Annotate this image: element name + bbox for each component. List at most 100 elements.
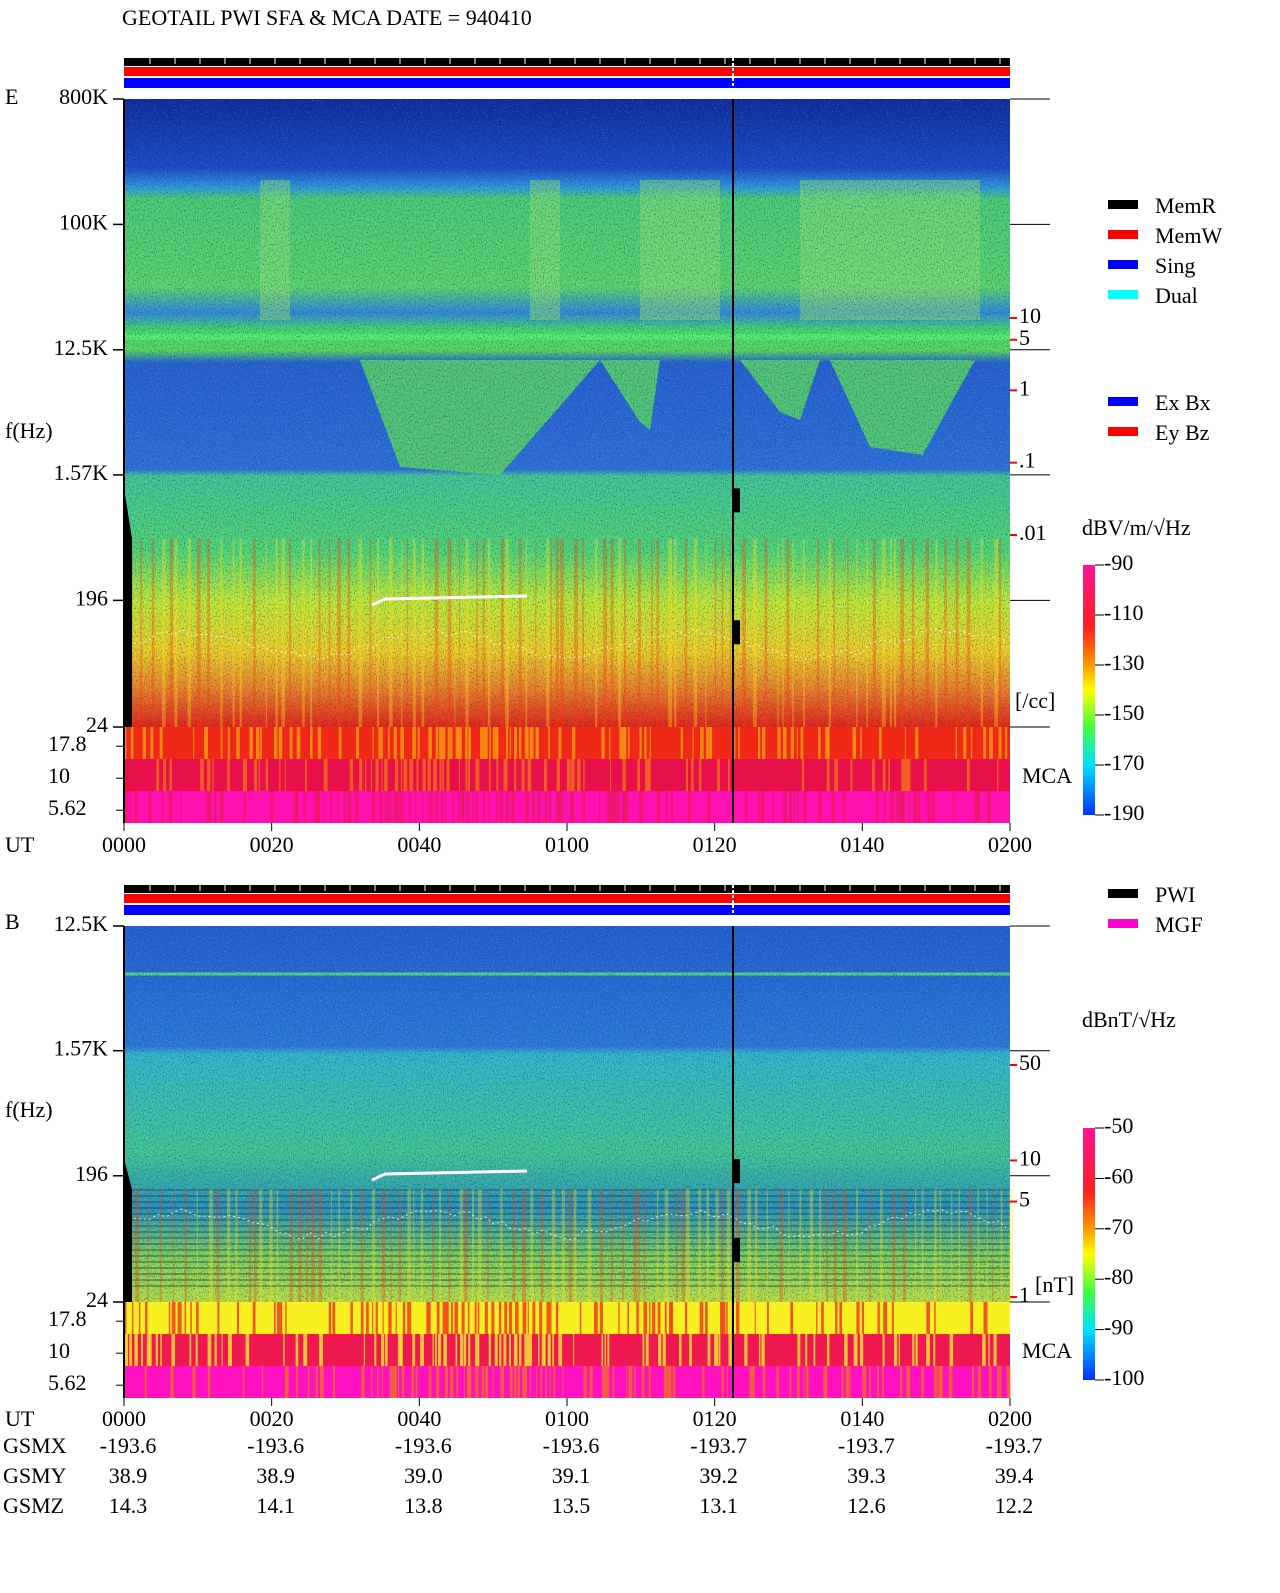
mca-stripe bbox=[426, 1302, 430, 1334]
density-tick-label: 10 bbox=[1019, 303, 1041, 328]
streak bbox=[991, 1189, 994, 1302]
streak bbox=[624, 538, 626, 727]
streak bbox=[338, 1189, 341, 1302]
mca-stripe bbox=[236, 727, 240, 759]
mca-stripe bbox=[906, 1366, 911, 1398]
mca-stripe bbox=[548, 727, 550, 759]
mca-stripe bbox=[546, 1302, 551, 1334]
mca-stripe bbox=[254, 759, 258, 791]
colorbar-tick-label: -110 bbox=[1104, 600, 1144, 625]
mca-stripe bbox=[228, 1334, 232, 1366]
streak bbox=[159, 1189, 162, 1302]
mca-stripe bbox=[403, 759, 408, 791]
mca-stripe bbox=[687, 791, 692, 823]
mca-stripe bbox=[249, 727, 253, 759]
mca-stripe bbox=[320, 1366, 324, 1398]
mca-stripe bbox=[456, 1366, 459, 1398]
mca-stripe bbox=[221, 1334, 223, 1366]
mca-stripe bbox=[207, 1366, 211, 1398]
streak bbox=[977, 1189, 980, 1302]
x-tick-label: 0020 bbox=[250, 1406, 294, 1431]
mca-stripe bbox=[449, 727, 453, 759]
streak bbox=[275, 538, 278, 727]
mca-stripe bbox=[371, 1366, 373, 1398]
legend-swatch bbox=[1108, 230, 1138, 239]
mca-stripe bbox=[859, 1334, 864, 1366]
mca-stripe bbox=[388, 1302, 392, 1334]
mca-stripe bbox=[842, 791, 846, 823]
mca-stripe bbox=[766, 1302, 769, 1334]
mca-stripe bbox=[558, 727, 562, 759]
streak bbox=[610, 1189, 613, 1302]
mca-stripe bbox=[412, 727, 416, 759]
streak bbox=[568, 1189, 572, 1302]
mca-stripe bbox=[468, 1334, 471, 1366]
mca-stripe bbox=[983, 1302, 988, 1334]
mca-stripe bbox=[641, 1366, 645, 1398]
mca-stripe bbox=[624, 791, 629, 823]
mca-stripe bbox=[422, 759, 426, 791]
mca-stripe bbox=[389, 1366, 394, 1398]
mca-stripe bbox=[524, 727, 529, 759]
mca-stripe bbox=[881, 1366, 884, 1398]
streak bbox=[777, 538, 779, 727]
mca-stripe bbox=[736, 1302, 740, 1334]
mca-stripe bbox=[721, 1366, 724, 1398]
mca-stripe bbox=[966, 759, 970, 791]
mca-stripe bbox=[475, 1334, 479, 1366]
mca-stripe bbox=[515, 1302, 519, 1334]
mca-stripe bbox=[524, 791, 529, 823]
mca-stripe bbox=[435, 791, 439, 823]
mca-stripe bbox=[265, 759, 269, 791]
mca-stripe bbox=[605, 1366, 610, 1398]
streak bbox=[958, 1189, 961, 1302]
mca-stripe bbox=[845, 1366, 849, 1398]
mca-stripe bbox=[463, 1366, 465, 1398]
mca-stripe bbox=[983, 727, 987, 759]
mca-stripe bbox=[243, 791, 246, 823]
mca-stripe bbox=[846, 1334, 848, 1366]
mca-stripe bbox=[714, 1334, 718, 1366]
density-tick-label: 50 bbox=[1019, 1050, 1041, 1075]
mca-stripe bbox=[375, 759, 379, 791]
mca-stripe bbox=[129, 1334, 133, 1366]
mca-stripe bbox=[372, 727, 374, 759]
streak bbox=[674, 538, 677, 727]
legend-label: Ex Bx bbox=[1155, 390, 1211, 415]
mca-stripe bbox=[459, 1334, 464, 1366]
streak bbox=[828, 538, 831, 727]
mca-stripe bbox=[544, 1334, 546, 1366]
mca-stripe bbox=[467, 759, 470, 791]
mca-stripe bbox=[528, 1334, 532, 1366]
mca-stripe bbox=[761, 1334, 765, 1366]
mca-stripe bbox=[556, 791, 560, 823]
mca-stripe bbox=[219, 791, 224, 823]
streak bbox=[914, 1189, 917, 1302]
mca-stripe bbox=[518, 1334, 522, 1366]
colorbar-label: dBV/m/√Hz bbox=[1082, 515, 1191, 540]
orbit-label: GSMX bbox=[3, 1433, 67, 1458]
mca-stripe bbox=[384, 759, 388, 791]
orbit-value: 14.3 bbox=[109, 1493, 148, 1518]
streak bbox=[866, 538, 868, 727]
streak bbox=[401, 538, 403, 727]
mca-stripe bbox=[317, 791, 320, 823]
y-axis-label: f(Hz) bbox=[5, 418, 53, 443]
mca-stripe bbox=[663, 1366, 668, 1398]
mca-stripe bbox=[270, 791, 274, 823]
mca-stripe bbox=[744, 1334, 748, 1366]
mca-stripe bbox=[803, 791, 807, 823]
streak bbox=[999, 538, 1002, 727]
streak bbox=[140, 538, 143, 727]
streak bbox=[347, 538, 351, 727]
mca-stripe bbox=[628, 727, 630, 759]
mca-stripe bbox=[901, 791, 905, 823]
mca-stripe bbox=[428, 791, 431, 823]
mca-stripe bbox=[207, 791, 212, 823]
mca-stripe bbox=[789, 1366, 792, 1398]
mca-stripe bbox=[707, 1334, 711, 1366]
mca-stripe bbox=[604, 1334, 606, 1366]
mca-stripe bbox=[915, 1334, 918, 1366]
mca-stripe bbox=[488, 791, 491, 823]
mode-marker bbox=[733, 1159, 740, 1184]
